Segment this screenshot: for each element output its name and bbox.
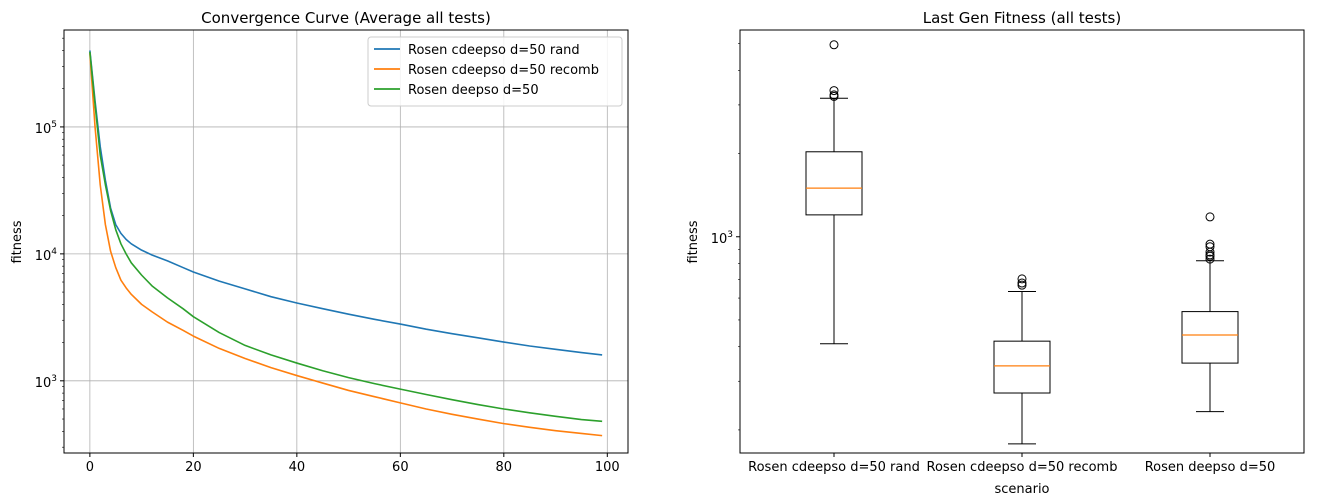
y-tick-label: 105 (35, 120, 57, 137)
box-group-3 (1181, 212, 1239, 413)
x-axis-label: scenario (994, 482, 1049, 497)
y-tick-label: 103 (711, 230, 733, 247)
plot-frame (63, 29, 629, 454)
legend: Rosen cdeepso d=50 rand Rosen cdeepso d=5… (367, 36, 623, 107)
x-tick-label: Rosen cdeepso d=50 rand (748, 460, 920, 475)
box-iqr (805, 151, 863, 216)
y-tick-label-base: 10 (711, 232, 728, 247)
y-tick-label-exponent: 4 (51, 247, 57, 257)
x-tick-label: 0 (86, 460, 94, 475)
y-tick-label: 103 (35, 374, 57, 391)
series-lines (89, 50, 603, 437)
outlier-point (1205, 247, 1215, 257)
outlier-point (829, 91, 839, 101)
outlier-point (1017, 280, 1027, 290)
box-chart: Rosen cdeepso d=50 rand Rosen cdeepso d=5… (686, 9, 1305, 497)
outlier-point (829, 40, 839, 50)
y-axis-ticks: 103 (711, 43, 740, 431)
outlier-point (829, 86, 839, 96)
series-line-3 (89, 51, 603, 423)
series-line-2 (89, 53, 603, 437)
box-group-1 (805, 40, 863, 345)
y-tick-label: 104 (35, 247, 58, 264)
x-tick-label: 80 (496, 460, 513, 475)
x-tick-label: 100 (595, 460, 620, 475)
outlier-point (1017, 278, 1027, 288)
box-iqr (1181, 311, 1239, 364)
x-axis-ticks: Rosen cdeepso d=50 rand Rosen cdeepso d=5… (748, 453, 1275, 475)
chart-title: Last Gen Fitness (all tests) (923, 9, 1121, 27)
outlier-point (1205, 212, 1215, 222)
box-group-2 (993, 274, 1051, 445)
legend-box (367, 36, 623, 107)
plot-frame (739, 29, 1305, 454)
y-tick-label-base: 10 (35, 249, 52, 264)
outlier-point (1205, 254, 1215, 264)
x-tick-label: 60 (392, 460, 409, 475)
series-line-1 (89, 50, 603, 356)
x-tick-label: Rosen deepso d=50 (1145, 460, 1276, 475)
chart-title: Convergence Curve (Average all tests) (201, 9, 491, 27)
y-axis-label: fitness (10, 220, 25, 263)
x-axis-ticks: 0 20 40 60 80 100 (86, 453, 620, 475)
y-tick-label-base: 10 (35, 122, 52, 137)
outlier-point (1017, 274, 1027, 284)
box-iqr (993, 340, 1051, 394)
x-tick-label: 40 (289, 460, 306, 475)
y-tick-label-exponent: 3 (727, 230, 733, 240)
box-plots (805, 40, 1239, 445)
y-tick-label-base: 10 (35, 376, 52, 391)
legend-label-1: Rosen cdeepso d=50 rand (408, 43, 580, 58)
x-tick-label: Rosen cdeepso d=50 recomb (927, 460, 1118, 475)
y-tick-label-exponent: 3 (51, 374, 57, 384)
outlier-point (1205, 251, 1215, 261)
legend-label-2: Rosen cdeepso d=50 recomb (408, 63, 599, 78)
y-axis-label: fitness (686, 220, 701, 263)
legend-label-3: Rosen deepso d=50 (408, 83, 539, 98)
x-tick-label: 20 (185, 460, 202, 475)
y-tick-label-exponent: 5 (51, 120, 57, 130)
